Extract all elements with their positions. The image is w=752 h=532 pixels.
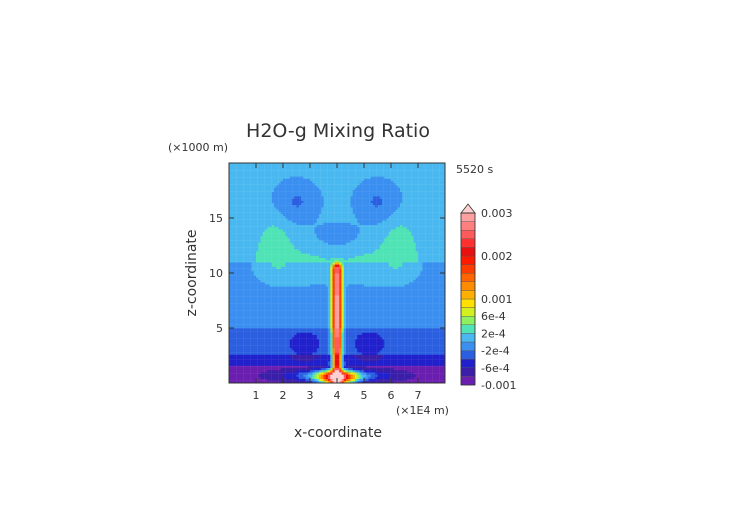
chart-title: H2O-g Mixing Ratio [246, 120, 430, 142]
time-label: 5520 s [456, 163, 493, 176]
y-axis-unit: (×1000 m) [168, 141, 228, 154]
